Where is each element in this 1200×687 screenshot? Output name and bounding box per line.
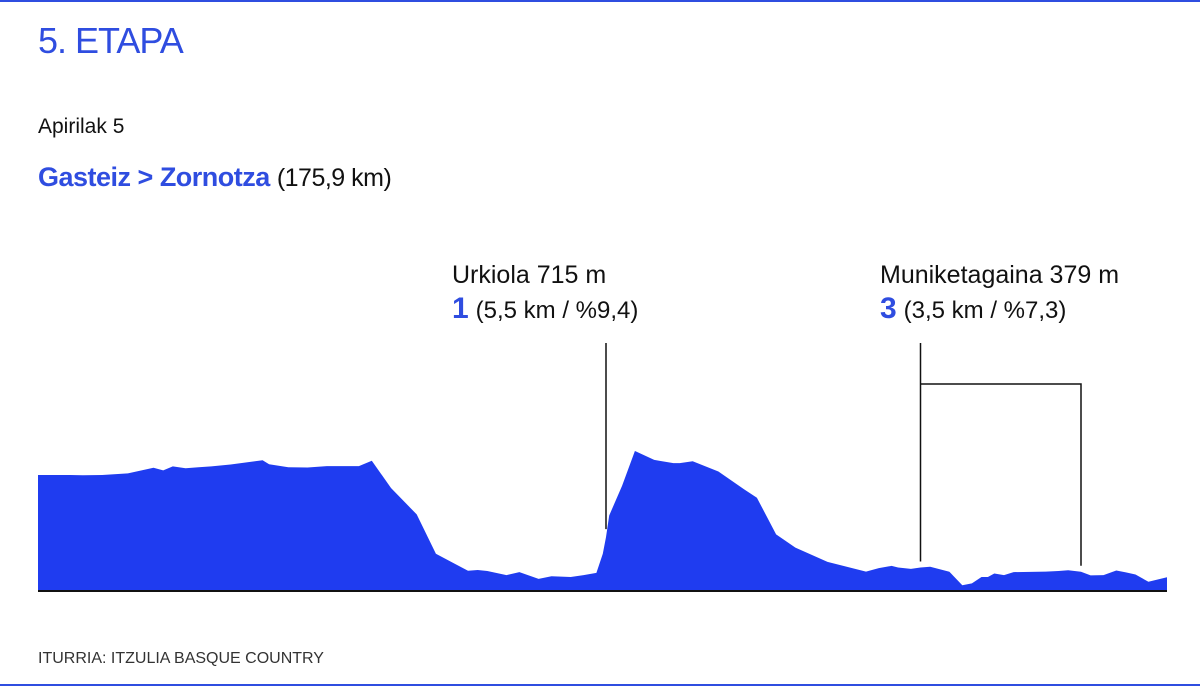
top-rule (0, 0, 1200, 2)
climb-muniketagaina-name: Muniketagaina 379 m (880, 261, 1120, 289)
climb-muniketagaina-details: (3,5 km / %7,3) (903, 297, 1067, 324)
route-name: Gasteiz > Zornotza (38, 162, 270, 192)
climb-urkiola-name: Urkiola 715 m (452, 261, 607, 289)
climb-muniketagaina-category-line: 3 (3,5 km / %7,3) (880, 292, 1119, 328)
source-credit: ITURRIA: ITZULIA BASQUE COUNTRY (38, 650, 324, 667)
climb-urkiola-label: Urkiola 715 m 1 (5,5 km / %9,4) (452, 258, 638, 328)
climb-urkiola-category: 1 (452, 292, 469, 325)
stage-date: Apirilak 5 (38, 115, 125, 138)
climb-muniketagaina-category: 3 (880, 292, 897, 325)
climb-urkiola-details: (5,5 km / %9,4) (475, 297, 639, 324)
elevation-profile-area (38, 451, 1167, 591)
stage-route: Gasteiz > Zornotza (175,9 km) (38, 162, 392, 193)
climb-muniketagaina-leader (919, 343, 1082, 566)
stage-title: 5. ETAPA (38, 20, 184, 61)
climb-urkiola-category-line: 1 (5,5 km / %9,4) (452, 292, 638, 328)
climb-muniketagaina-label: Muniketagaina 379 m 3 (3,5 km / %7,3) (880, 258, 1119, 328)
bottom-rule (0, 684, 1200, 686)
route-distance: (175,9 km) (276, 164, 392, 192)
